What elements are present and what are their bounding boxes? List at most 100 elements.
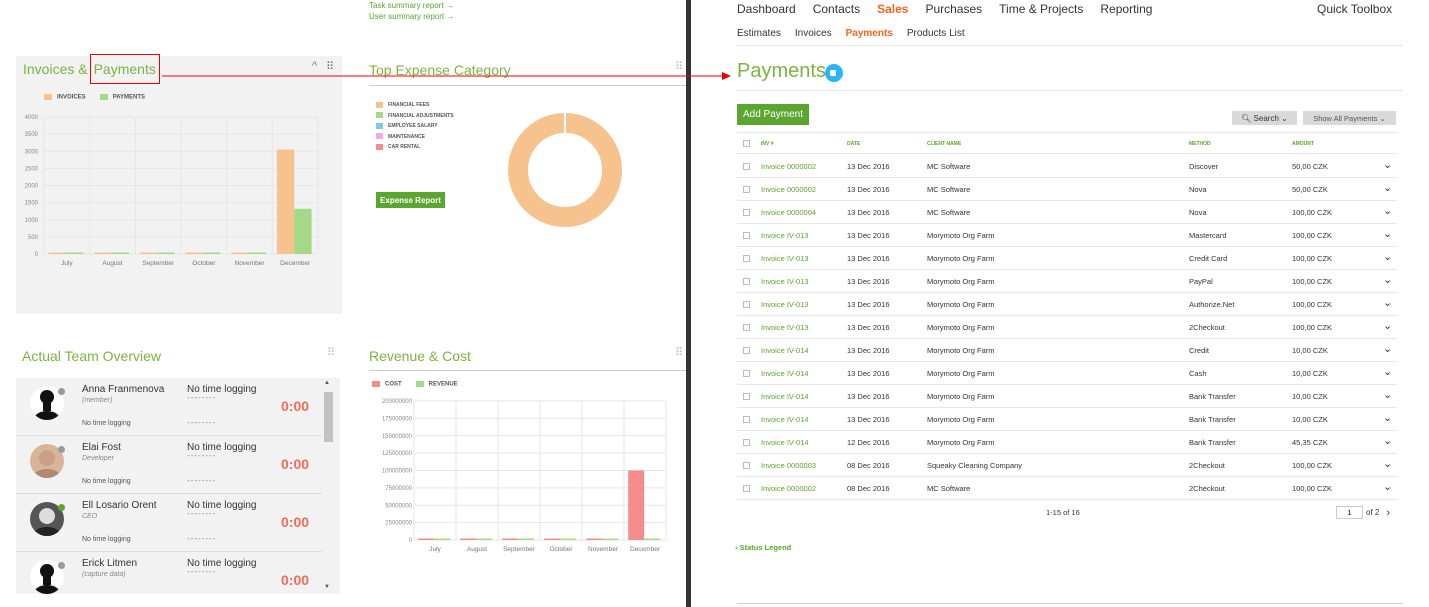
bar-invoices[interactable]	[185, 252, 203, 255]
team-member-row[interactable]: Ell Losario Orent CEO No time logging -----…	[16, 494, 322, 552]
drag-handle-icon[interactable]: ⠿	[326, 61, 334, 73]
bar-invoices[interactable]	[94, 252, 112, 255]
table-row[interactable]: Invoice IV-014 13 Dec 2016 Morymoto Org Fa…	[737, 362, 1397, 385]
show-all-payments-select[interactable]: Show All Payments ⌄	[1303, 111, 1396, 125]
col-date[interactable]: DATE	[847, 141, 861, 147]
subnav-item-payments[interactable]: Payments	[845, 28, 893, 39]
row-checkbox[interactable]	[743, 232, 750, 239]
donut-slice[interactable]	[508, 113, 622, 227]
row-expand-chevron-icon[interactable]: ⌄	[1383, 481, 1393, 493]
bar-cost[interactable]	[586, 538, 603, 541]
bar-payments[interactable]	[202, 252, 221, 255]
next-page-icon[interactable]: ›	[1386, 506, 1391, 519]
team-member-row[interactable]: Anna Franmenova (member) No time logging --…	[16, 378, 322, 436]
row-checkbox[interactable]	[743, 163, 750, 170]
member-name[interactable]: Erick Litmen	[82, 558, 138, 569]
collapse-icon[interactable]: ^	[312, 60, 317, 72]
video-camera-icon[interactable]	[825, 64, 843, 82]
bar-cost[interactable]	[544, 538, 561, 541]
member-name[interactable]: Anna Franmenova	[82, 384, 165, 395]
nav-item-time-projects[interactable]: Time & Projects	[999, 2, 1084, 16]
page-number-input[interactable]	[1336, 506, 1363, 519]
select-all-checkbox[interactable]	[743, 140, 750, 147]
row-checkbox[interactable]	[743, 370, 750, 377]
row-expand-chevron-icon[interactable]: ⌄	[1383, 159, 1393, 171]
bar-revenue[interactable]	[434, 538, 451, 541]
col-inv[interactable]: INV #	[761, 141, 774, 147]
row-checkbox[interactable]	[743, 439, 750, 446]
user-summary-link[interactable]: User summary report →	[369, 12, 455, 21]
invoice-link[interactable]: Invoice IV-013	[761, 300, 809, 309]
row-expand-chevron-icon[interactable]: ⌄	[1383, 297, 1393, 309]
bar-revenue[interactable]	[602, 538, 619, 541]
row-expand-chevron-icon[interactable]: ⌄	[1383, 182, 1393, 194]
table-row[interactable]: Invoice 0000002 13 Dec 2016 MC Software Dis…	[737, 155, 1397, 178]
invoice-link[interactable]: Invoice IV-013	[761, 254, 809, 263]
table-row[interactable]: Invoice IV-014 13 Dec 2016 Morymoto Org Fa…	[737, 339, 1397, 362]
bar-payments[interactable]	[248, 252, 266, 255]
table-row[interactable]: Invoice 0000004 13 Dec 2016 MC Software Nov…	[737, 201, 1397, 224]
row-expand-chevron-icon[interactable]: ⌄	[1383, 228, 1393, 240]
row-checkbox[interactable]	[743, 462, 750, 469]
row-checkbox[interactable]	[743, 301, 750, 308]
bar-invoices[interactable]	[139, 252, 158, 255]
row-checkbox[interactable]	[743, 347, 750, 354]
col-client[interactable]: CLIENT NAME	[927, 141, 962, 147]
nav-item-sales[interactable]: Sales	[877, 2, 909, 16]
invoice-link[interactable]: Invoice IV-013	[761, 323, 809, 332]
add-payment-button[interactable]: Add Payment	[737, 104, 809, 125]
table-row[interactable]: Invoice IV-013 13 Dec 2016 Morymoto Org Fa…	[737, 270, 1397, 293]
row-checkbox[interactable]	[743, 255, 750, 262]
table-row[interactable]: Invoice IV-013 13 Dec 2016 Morymoto Org Fa…	[737, 247, 1397, 270]
bar-payments[interactable]	[111, 252, 129, 255]
nav-item-dashboard[interactable]: Dashboard	[737, 2, 796, 16]
bar-cost[interactable]	[460, 538, 477, 541]
table-row[interactable]: Invoice IV-014 13 Dec 2016 Morymoto Org Fa…	[737, 408, 1397, 431]
nav-item-contacts[interactable]: Contacts	[812, 2, 861, 16]
status-legend-toggle[interactable]: › Status Legend	[735, 543, 791, 552]
subnav-item-invoices[interactable]: Invoices	[794, 28, 832, 39]
scroll-up-icon[interactable]: ▲	[324, 380, 330, 386]
row-expand-chevron-icon[interactable]: ⌄	[1383, 389, 1393, 401]
expense-report-button[interactable]: Expense Report	[376, 192, 445, 208]
col-amount[interactable]: AMOUNT	[1292, 141, 1314, 147]
row-expand-chevron-icon[interactable]: ⌄	[1383, 320, 1393, 332]
search-button[interactable]: 🔍︎ Search ⌄	[1232, 111, 1297, 125]
bar-cost[interactable]	[418, 538, 435, 541]
table-row[interactable]: Invoice IV-013 13 Dec 2016 Morymoto Org Fa…	[737, 293, 1397, 316]
nav-item-reporting[interactable]: Reporting	[1100, 2, 1153, 16]
row-expand-chevron-icon[interactable]: ⌄	[1383, 343, 1393, 355]
table-row[interactable]: Invoice 0000002 08 Dec 2016 MC Software 2Ch…	[737, 477, 1397, 500]
invoice-link[interactable]: Invoice 0000004	[761, 208, 817, 217]
table-row[interactable]: Invoice 0000003 08 Dec 2016 Squeaky Cleani…	[737, 454, 1397, 477]
table-row[interactable]: Invoice IV-013 13 Dec 2016 Morymoto Org Fa…	[737, 316, 1397, 339]
invoice-link[interactable]: Invoice 0000002	[761, 185, 817, 194]
row-expand-chevron-icon[interactable]: ⌄	[1383, 205, 1393, 217]
row-expand-chevron-icon[interactable]: ⌄	[1383, 274, 1393, 286]
row-checkbox[interactable]	[743, 186, 750, 193]
avatar[interactable]	[30, 560, 64, 594]
invoice-link[interactable]: Invoice IV-014	[761, 415, 809, 424]
nav-item-purchases[interactable]: Purchases	[925, 2, 983, 16]
invoice-link[interactable]: Invoice 0000002	[761, 484, 817, 493]
scroll-down-icon[interactable]: ▼	[324, 584, 330, 590]
bar-payments[interactable]	[65, 252, 84, 255]
invoice-link[interactable]: Invoice 0000003	[761, 461, 817, 470]
bar-revenue[interactable]	[644, 538, 661, 541]
bar-payments[interactable]	[157, 252, 175, 255]
row-checkbox[interactable]	[743, 393, 750, 400]
bar-payments[interactable]	[294, 208, 312, 254]
drag-handle-icon[interactable]: ⠿	[675, 347, 683, 359]
invoice-link[interactable]: Invoice IV-014	[761, 392, 809, 401]
member-name[interactable]: Elai Fost	[82, 442, 121, 453]
row-checkbox[interactable]	[743, 485, 750, 492]
bar-invoices[interactable]	[231, 252, 249, 255]
row-checkbox[interactable]	[743, 416, 750, 423]
row-expand-chevron-icon[interactable]: ⌄	[1383, 366, 1393, 378]
task-summary-link[interactable]: Task summary report →	[369, 1, 454, 10]
invoice-link[interactable]: Invoice 0000002	[761, 162, 817, 171]
row-expand-chevron-icon[interactable]: ⌄	[1383, 412, 1393, 424]
team-member-row[interactable]: Erick Litmen (capture data) No time loggin…	[16, 552, 322, 594]
table-row[interactable]: Invoice 0000002 13 Dec 2016 MC Software Nov…	[737, 178, 1397, 201]
drag-handle-icon[interactable]: ⠿	[675, 61, 683, 73]
